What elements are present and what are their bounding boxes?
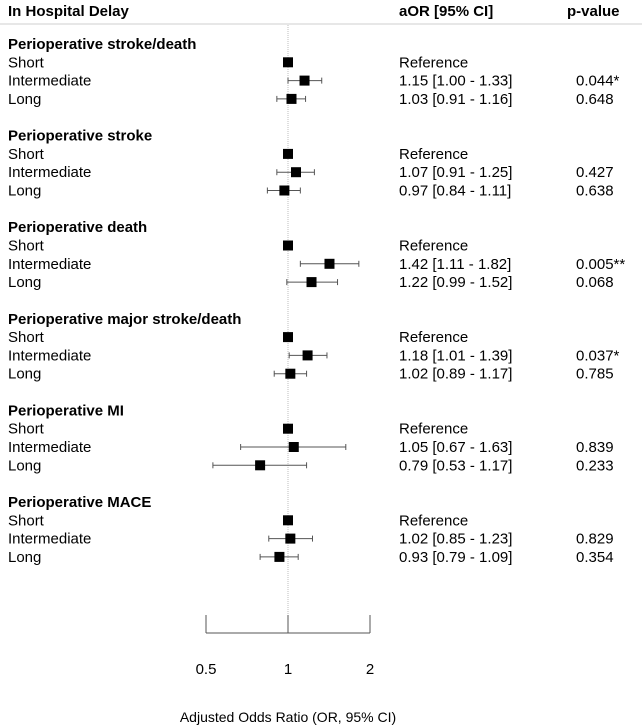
or-estimate-text: Reference — [399, 421, 468, 438]
group-title: Perioperative stroke — [8, 128, 152, 145]
or-estimate-text: 1.07 [0.91 - 1.25] — [399, 164, 512, 181]
row-label: Intermediate — [8, 164, 91, 181]
or-estimate-text: 0.93 [0.79 - 1.09] — [399, 549, 512, 566]
group-title: Perioperative MACE — [8, 494, 151, 511]
row-label: Intermediate — [8, 73, 91, 90]
or-point-marker — [285, 533, 296, 544]
p-value-text: 0.648 — [576, 91, 614, 108]
row-label: Long — [8, 91, 41, 108]
or-point-marker — [283, 423, 293, 434]
p-value-text: 0.829 — [576, 531, 614, 548]
or-point-marker — [302, 350, 313, 361]
p-value-text: 0.638 — [576, 183, 614, 200]
p-value-text: 0.839 — [576, 439, 614, 456]
p-value-text: 0.068 — [576, 274, 614, 291]
or-estimate-text: Reference — [399, 54, 468, 71]
p-value-text: 0.044* — [576, 73, 620, 90]
row-label: Short — [8, 512, 45, 529]
header-delay: In Hospital Delay — [8, 3, 130, 20]
or-point-marker — [285, 368, 296, 379]
row-label: Long — [8, 183, 41, 200]
x-axis: 0.5 1 2 — [196, 615, 374, 678]
row-label: Long — [8, 366, 41, 383]
or-point-marker — [279, 185, 290, 196]
or-estimate-text: Reference — [399, 238, 468, 255]
row-label: Long — [8, 549, 41, 566]
or-point-marker — [255, 460, 266, 471]
p-value-text: 0.005** — [576, 256, 625, 273]
x-tick-label: 0.5 — [196, 661, 217, 678]
or-estimate-text: 1.02 [0.89 - 1.17] — [399, 366, 512, 383]
or-estimate-text: Reference — [399, 329, 468, 346]
or-point-marker — [286, 93, 297, 104]
or-point-marker — [283, 148, 293, 159]
or-point-marker — [299, 75, 310, 86]
or-point-marker — [291, 167, 302, 178]
row-label: Intermediate — [8, 347, 91, 364]
or-point-marker — [306, 277, 317, 288]
group-title: Perioperative stroke/death — [8, 36, 196, 53]
or-estimate-text: 1.15 [1.00 - 1.33] — [399, 73, 512, 90]
or-estimate-text: Reference — [399, 146, 468, 163]
row-label: Short — [8, 421, 45, 438]
or-point-marker — [283, 57, 293, 68]
row-label: Long — [8, 457, 41, 474]
or-point-marker — [283, 240, 293, 251]
or-estimate-text: 1.42 [1.11 - 1.82] — [399, 256, 511, 273]
or-estimate-text: 1.22 [0.99 - 1.52] — [399, 274, 512, 291]
or-estimate-text: 1.03 [0.91 - 1.16] — [399, 91, 512, 108]
row-label: Short — [8, 329, 45, 346]
group-title: Perioperative major stroke/death — [8, 311, 241, 328]
or-point-marker — [288, 442, 299, 452]
header-aor: aOR [95% CI] — [399, 3, 493, 20]
header-pvalue: p-value — [567, 3, 620, 20]
row-label: Short — [8, 54, 45, 71]
p-value-text: 0.785 — [576, 366, 614, 383]
or-estimate-text: 1.02 [0.85 - 1.23] — [399, 531, 512, 548]
p-value-text: 0.037* — [576, 347, 620, 364]
row-label: Short — [8, 238, 45, 255]
row-label: Intermediate — [8, 439, 91, 456]
or-point-marker — [283, 332, 293, 343]
or-estimate-text: 0.79 [0.53 - 1.17] — [399, 457, 512, 474]
row-label: Short — [8, 146, 45, 163]
row-label: Long — [8, 274, 41, 291]
or-estimate-text: 1.18 [1.01 - 1.39] — [399, 347, 512, 364]
group-title: Perioperative MI — [8, 402, 124, 419]
or-point-marker — [283, 515, 293, 526]
x-tick-label: 2 — [366, 661, 374, 678]
row-label: Intermediate — [8, 531, 91, 548]
p-value-text: 0.354 — [576, 549, 614, 566]
or-estimate-text: Reference — [399, 512, 468, 529]
x-tick-label: 1 — [284, 661, 292, 678]
or-estimate-text: 1.05 [0.67 - 1.63] — [399, 439, 512, 456]
or-point-marker — [274, 551, 285, 562]
or-point-marker — [324, 258, 335, 269]
p-value-text: 0.233 — [576, 457, 614, 474]
row-label: Intermediate — [8, 256, 91, 273]
or-estimate-text: 0.97 [0.84 - 1.11] — [399, 183, 511, 200]
p-value-text: 0.427 — [576, 164, 614, 181]
x-axis-label: Adjusted Odds Ratio (OR, 95% CI) — [180, 709, 396, 725]
group-title: Perioperative death — [8, 219, 147, 236]
